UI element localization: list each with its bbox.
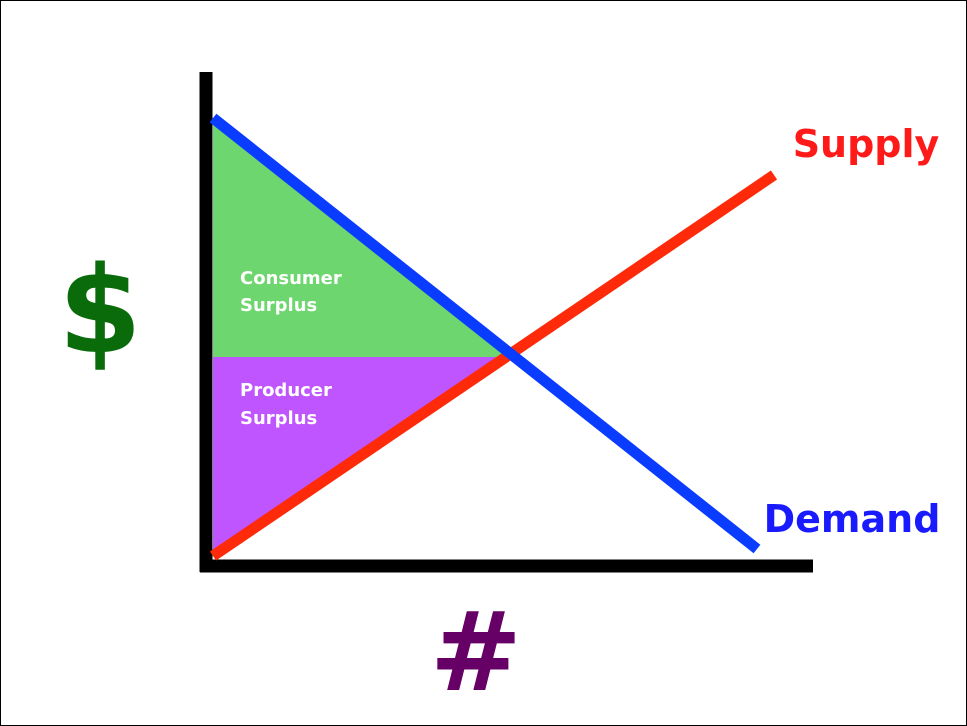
demand-label: Demand [764,497,941,541]
supply-line [209,170,778,561]
x-axis-label: # [430,588,522,716]
region-label: Producer [240,380,332,401]
region-label: Surplus [240,295,317,316]
region-label: Surplus [240,408,317,429]
supply-label: Supply [793,122,940,166]
region-label: Consumer [240,268,342,289]
y-axis-label: $ [58,242,142,381]
demand-line [209,113,761,554]
